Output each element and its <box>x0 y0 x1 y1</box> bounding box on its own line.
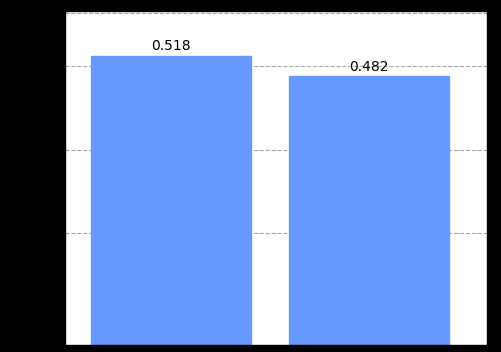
Text: 0.482: 0.482 <box>348 59 388 74</box>
Bar <box>90 56 250 345</box>
Bar <box>288 76 448 345</box>
Text: 0.518: 0.518 <box>151 39 190 54</box>
